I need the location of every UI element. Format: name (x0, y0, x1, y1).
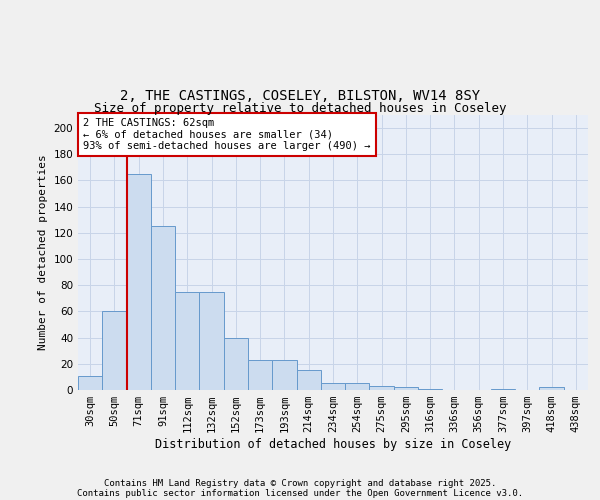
Text: Size of property relative to detached houses in Coseley: Size of property relative to detached ho… (94, 102, 506, 115)
Bar (321, 384, 345, 390)
Bar (127, 174, 151, 390)
Bar (175, 292, 199, 390)
Bar (539, 388, 564, 390)
Text: Contains public sector information licensed under the Open Government Licence v3: Contains public sector information licen… (77, 488, 523, 498)
Text: Contains HM Land Registry data © Crown copyright and database right 2025.: Contains HM Land Registry data © Crown c… (104, 478, 496, 488)
Bar (151, 226, 175, 390)
Bar (345, 384, 370, 390)
X-axis label: Distribution of detached houses by size in Coseley: Distribution of detached houses by size … (155, 438, 511, 451)
Bar (394, 388, 418, 390)
Bar (272, 360, 296, 390)
Bar (224, 338, 248, 390)
Bar (418, 388, 442, 390)
Bar (491, 388, 515, 390)
Bar (248, 360, 272, 390)
Bar (78, 376, 102, 390)
Text: 2, THE CASTINGS, COSELEY, BILSTON, WV14 8SY: 2, THE CASTINGS, COSELEY, BILSTON, WV14 … (120, 88, 480, 102)
Bar (199, 292, 224, 390)
Bar (102, 312, 127, 390)
Text: 2 THE CASTINGS: 62sqm
← 6% of detached houses are smaller (34)
93% of semi-detac: 2 THE CASTINGS: 62sqm ← 6% of detached h… (83, 118, 371, 151)
Bar (370, 386, 394, 390)
Y-axis label: Number of detached properties: Number of detached properties (38, 154, 48, 350)
Bar (296, 370, 321, 390)
